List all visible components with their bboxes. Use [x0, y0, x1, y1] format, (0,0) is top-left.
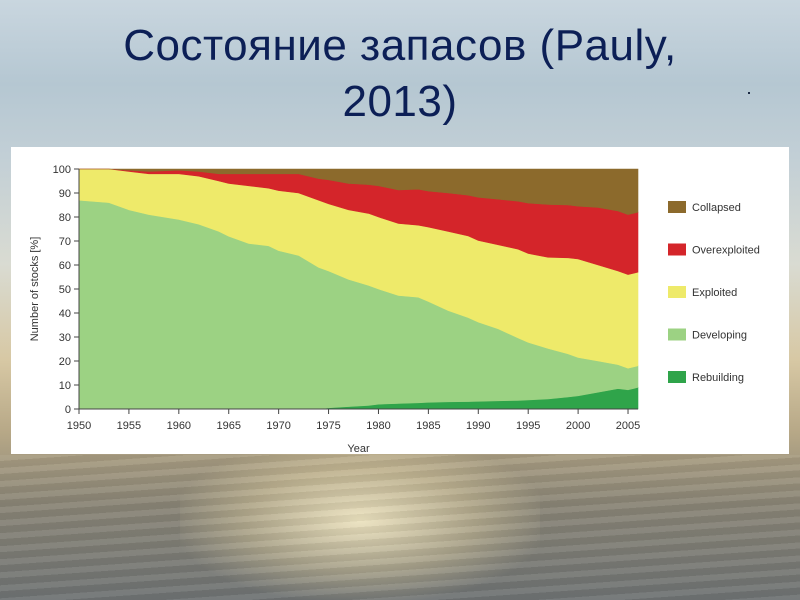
- x-tick-label: 1980: [366, 420, 390, 432]
- chart-panel: 0 10 20 30 40 50 60 70 80 90 100 1950 1955 1960 1965 19…: [11, 147, 789, 454]
- x-tick-label: 2000: [566, 420, 590, 432]
- x-axis-title: Year: [347, 443, 370, 454]
- y-tick-label: 70: [59, 236, 71, 248]
- legend-swatch-developing: [668, 328, 686, 341]
- x-tick-label: 1950: [67, 420, 91, 432]
- y-tick-label: 30: [59, 332, 71, 344]
- legend-item-collapsed: Collapsed: [668, 201, 741, 214]
- chart-legend: Collapsed Overexploited Exploited Developin…: [668, 201, 760, 384]
- water-reflection: [0, 455, 800, 600]
- axes: 0 10 20 30 40 50 60 70 80 90 100 1950 1955 1960 1965 19…: [29, 164, 640, 454]
- y-tick-label: 90: [59, 188, 71, 200]
- area-layers: [78, 168, 639, 410]
- x-tick-label: 1970: [266, 420, 290, 432]
- legend-swatch-overexploited: [668, 243, 686, 256]
- legend-item-overexploited: Overexploited: [668, 243, 760, 257]
- y-tick-label: 40: [59, 308, 71, 320]
- x-tick-label: 1985: [416, 420, 440, 432]
- legend-label-developing: Developing: [692, 330, 747, 342]
- y-tick-label: 0: [65, 404, 71, 416]
- x-tick-label: 1975: [316, 420, 340, 432]
- x-tick-label: 1960: [167, 420, 191, 432]
- legend-item-developing: Developing: [668, 328, 747, 342]
- legend-swatch-rebuilding: [668, 371, 686, 383]
- y-axis-title: Number of stocks [%]: [29, 237, 41, 342]
- legend-swatch-exploited: [668, 286, 686, 298]
- legend-label-rebuilding: Rebuilding: [692, 372, 744, 384]
- y-tick-label: 50: [59, 284, 71, 296]
- y-tick-label: 80: [59, 212, 71, 224]
- y-tick-label: 60: [59, 260, 71, 272]
- legend-label-collapsed: Collapsed: [692, 202, 741, 214]
- y-tick-label: 20: [59, 356, 71, 368]
- y-tick-label: 10: [59, 380, 71, 392]
- y-tick-label: 100: [53, 164, 71, 176]
- legend-swatch-collapsed: [668, 201, 686, 213]
- decorative-dot: [748, 92, 750, 94]
- x-tick-label: 1995: [516, 420, 540, 432]
- legend-item-rebuilding: Rebuilding: [668, 371, 744, 384]
- x-tick-label: 1955: [117, 420, 141, 432]
- x-tick-label: 2005: [616, 420, 640, 432]
- legend-label-exploited: Exploited: [692, 287, 737, 299]
- x-tick-label: 1990: [466, 420, 490, 432]
- stacked-area-chart: 0 10 20 30 40 50 60 70 80 90 100 1950 1955 1960 1965 19…: [29, 164, 760, 454]
- legend-label-overexploited: Overexploited: [692, 245, 760, 257]
- legend-item-exploited: Exploited: [668, 286, 737, 299]
- x-tick-label: 1965: [216, 420, 240, 432]
- sun-glow: [180, 440, 540, 600]
- slide-title: Состояние запасов (Pauly, 2013): [123, 21, 677, 126]
- area-collapsed: [79, 168, 639, 215]
